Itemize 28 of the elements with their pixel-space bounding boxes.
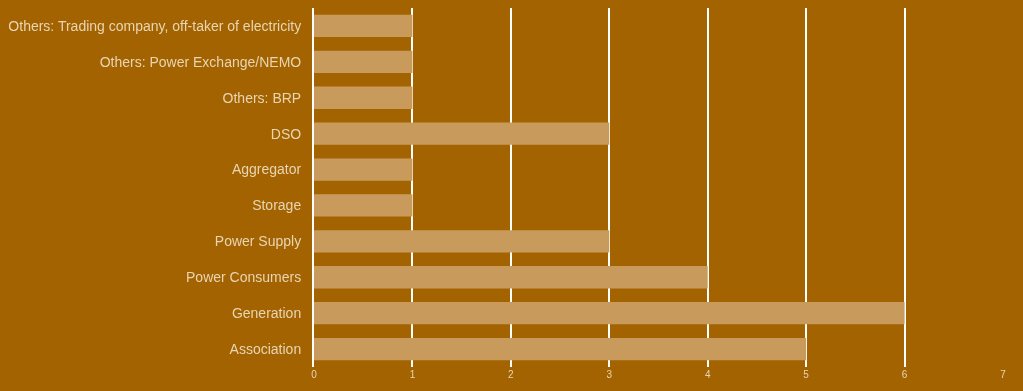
x-tick-label: 2 (508, 369, 515, 380)
bar (314, 158, 413, 181)
x-tick-label: 6 (901, 369, 908, 380)
bar (314, 302, 905, 325)
bar (314, 194, 413, 217)
bar (314, 230, 610, 253)
bar (314, 86, 413, 109)
y-tick-label: Others: Trading company, off-taker of electricity (8, 17, 302, 34)
bar (314, 266, 708, 289)
x-tick-label: 7 (1000, 369, 1007, 380)
x-tick-label: 5 (803, 369, 810, 380)
x-tick-label: 1 (409, 369, 416, 380)
bar (314, 337, 807, 361)
y-tick-label: Power Supply (214, 233, 302, 250)
x-tick-label: 0 (311, 369, 318, 380)
x-tick-label: 3 (606, 369, 613, 380)
y-tick-label: DSO (270, 125, 302, 142)
y-tick-label: Generation (231, 305, 302, 322)
x-tick-label: 4 (704, 369, 711, 380)
y-tick-label: Power Consumers (186, 269, 302, 286)
bar (314, 122, 610, 145)
y-tick-label: Aggregator (231, 161, 302, 178)
y-tick-label: Storage (252, 197, 302, 214)
bar (314, 14, 413, 38)
y-tick-label: Association (229, 340, 302, 357)
bar (314, 50, 413, 73)
y-tick-label: Others: BRP (222, 89, 302, 106)
y-tick-label: Others: Power Exchange/NEMO (99, 53, 302, 70)
